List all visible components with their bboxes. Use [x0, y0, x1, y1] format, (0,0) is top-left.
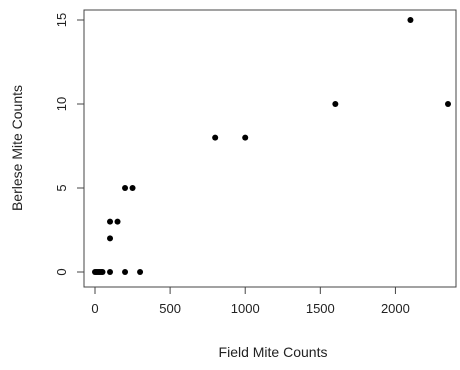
x-tick-label: 500	[159, 301, 181, 316]
data-point	[107, 269, 114, 275]
data-point	[407, 17, 414, 23]
y-axis: 0 5 10 15	[54, 13, 84, 276]
data-point	[99, 269, 106, 275]
data-point	[122, 185, 129, 191]
y-tick-label: 15	[54, 13, 69, 27]
data-point	[242, 134, 249, 141]
y-tick-label: 5	[54, 184, 69, 191]
data-point	[212, 134, 219, 141]
plot-frame	[83, 9, 457, 288]
x-tick-label: 0	[91, 301, 98, 316]
data-point	[137, 269, 144, 275]
y-axis-label: Berlese Mite Counts	[9, 85, 25, 211]
data-point	[332, 101, 339, 107]
y-tick-label: 0	[54, 268, 69, 275]
data-point	[107, 235, 114, 242]
data-point	[445, 101, 451, 107]
data-point	[114, 218, 121, 225]
x-axis-label: Field Mite Counts	[219, 344, 328, 360]
x-axis: 0 500 1000 1500 2000	[91, 287, 410, 316]
x-tick-label: 1000	[231, 301, 260, 316]
data-point	[107, 218, 114, 225]
y-tick-label: 10	[54, 97, 69, 111]
data-points	[92, 17, 451, 275]
data-point	[122, 269, 129, 275]
x-tick-label: 2000	[381, 301, 410, 316]
x-tick-label: 1500	[306, 301, 335, 316]
data-point	[129, 185, 136, 191]
